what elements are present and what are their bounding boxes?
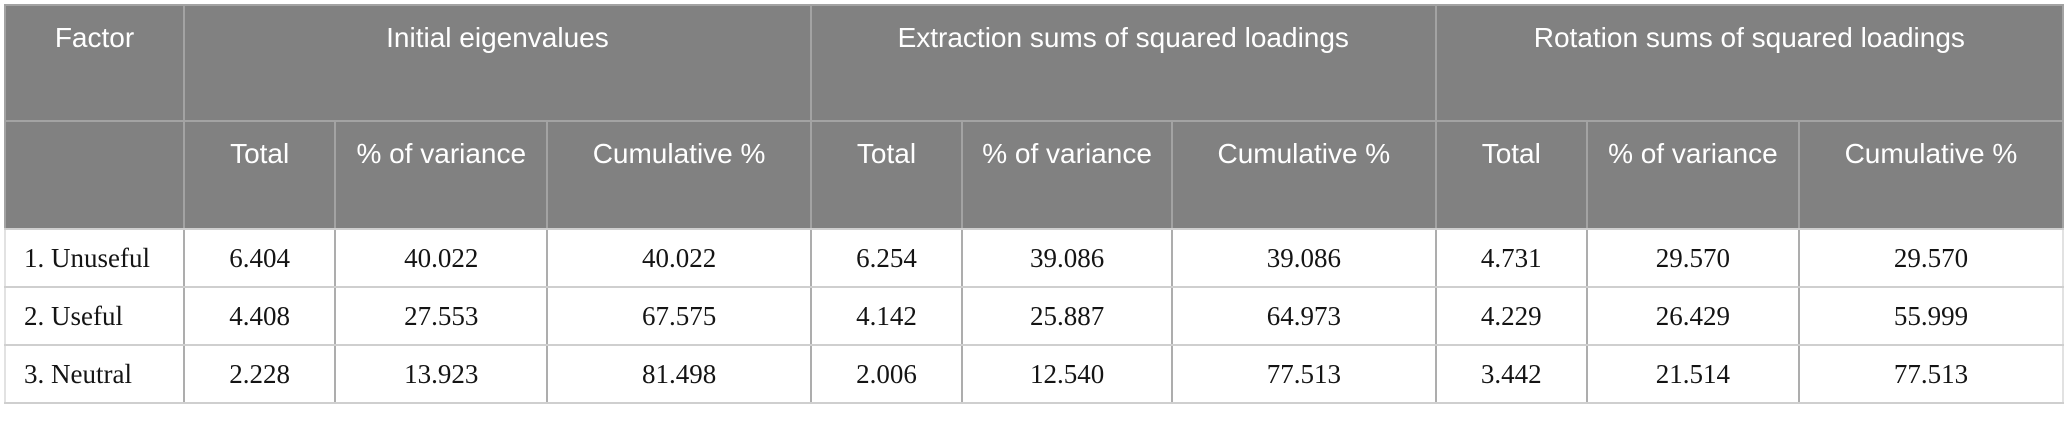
subheader-extraction-cumulative-pct: Cumulative % (1171, 120, 1437, 230)
subheader-initial-pct-variance: % of variance (334, 120, 549, 230)
factor-column-header: Factor (3, 4, 186, 122)
value-cell: 27.553 (334, 286, 549, 346)
value-cell: 81.498 (546, 344, 812, 404)
factor-cell: 1. Unuseful (3, 228, 186, 288)
subheader-extraction-total: Total (809, 120, 964, 230)
table-row-unuseful: 1. Unuseful 6.404 40.022 40.022 6.254 39… (3, 228, 2065, 288)
value-cell: 29.570 (1797, 228, 2065, 288)
table-row-neutral: 3. Neutral 2.228 13.923 81.498 2.006 12.… (3, 344, 2065, 404)
value-cell: 3.442 (1434, 344, 1588, 404)
eigenvalues-table: Factor Initial eigenvalues Extraction su… (3, 4, 2065, 404)
value-cell: 4.731 (1434, 228, 1588, 288)
value-cell: 6.404 (183, 228, 337, 288)
value-cell: 6.254 (809, 228, 964, 288)
group-header-extraction-loadings: Extraction sums of squared loadings (809, 4, 1437, 122)
group-header-rotation-loadings: Rotation sums of squared loadings (1434, 4, 2065, 122)
value-cell: 2.228 (183, 344, 337, 404)
header-subcolumn-row: Total % of variance Cumulative % Total %… (3, 120, 2065, 230)
eigenvalues-table-container: Factor Initial eigenvalues Extraction su… (3, 4, 2065, 404)
value-cell: 4.408 (183, 286, 337, 346)
value-cell: 29.570 (1585, 228, 1800, 288)
value-cell: 64.973 (1171, 286, 1437, 346)
value-cell: 25.887 (961, 286, 1174, 346)
subheader-extraction-pct-variance: % of variance (961, 120, 1174, 230)
value-cell: 40.022 (334, 228, 549, 288)
subheader-rotation-pct-variance: % of variance (1585, 120, 1800, 230)
value-cell: 12.540 (961, 344, 1174, 404)
value-cell: 77.513 (1171, 344, 1437, 404)
value-cell: 26.429 (1585, 286, 1800, 346)
value-cell: 77.513 (1797, 344, 2065, 404)
table-row-useful: 2. Useful 4.408 27.553 67.575 4.142 25.8… (3, 286, 2065, 346)
value-cell: 13.923 (334, 344, 549, 404)
value-cell: 39.086 (1171, 228, 1437, 288)
group-header-initial-eigenvalues: Initial eigenvalues (183, 4, 812, 122)
value-cell: 4.229 (1434, 286, 1588, 346)
subheader-rotation-cumulative-pct: Cumulative % (1797, 120, 2065, 230)
subheader-initial-cumulative-pct: Cumulative % (546, 120, 812, 230)
value-cell: 21.514 (1585, 344, 1800, 404)
factor-cell: 2. Useful (3, 286, 186, 346)
header-group-row: Factor Initial eigenvalues Extraction su… (3, 4, 2065, 122)
value-cell: 39.086 (961, 228, 1174, 288)
value-cell: 4.142 (809, 286, 964, 346)
value-cell: 2.006 (809, 344, 964, 404)
subheader-rotation-total: Total (1434, 120, 1588, 230)
factor-subheader-empty (3, 120, 186, 230)
value-cell: 55.999 (1797, 286, 2065, 346)
subheader-initial-total: Total (183, 120, 337, 230)
value-cell: 67.575 (546, 286, 812, 346)
value-cell: 40.022 (546, 228, 812, 288)
factor-cell: 3. Neutral (3, 344, 186, 404)
